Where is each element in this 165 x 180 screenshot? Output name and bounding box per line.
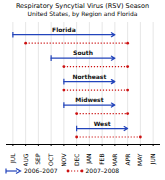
html-text:United States, by Region and F: United States, by Region and Florida — [27, 10, 138, 18]
html-text:2006–2007: 2006–2007 — [24, 167, 58, 175]
svg-text:DEC: DEC — [73, 153, 80, 166]
svg-text:AUG: AUG — [22, 153, 29, 166]
html-text:2007–2008: 2007–2008 — [85, 167, 120, 175]
svg-text:Midwest: Midwest — [75, 96, 104, 103]
svg-text:Northeast: Northeast — [72, 72, 106, 79]
svg-text:MAR: MAR — [111, 153, 118, 166]
svg-text:FEB: FEB — [98, 153, 105, 164]
svg-text:JAN: JAN — [85, 153, 93, 164]
svg-text:MAY: MAY — [136, 153, 143, 166]
svg-text:SEP: SEP — [34, 153, 41, 165]
svg-text:South: South — [73, 49, 93, 56]
svg-text:JUL: JUL — [9, 152, 17, 163]
svg-text:OCT: OCT — [47, 153, 54, 166]
svg-text:APR: APR — [124, 153, 131, 165]
svg-text:JUN: JUN — [149, 153, 157, 165]
svg-text:Florida: Florida — [52, 26, 76, 33]
svg-text:West: West — [94, 119, 111, 126]
svg-text:NOV: NOV — [60, 152, 67, 165]
html-text:Respiratory Syncytial Virus (R: Respiratory Syncytial Virus (RSV) Season — [15, 2, 150, 10]
